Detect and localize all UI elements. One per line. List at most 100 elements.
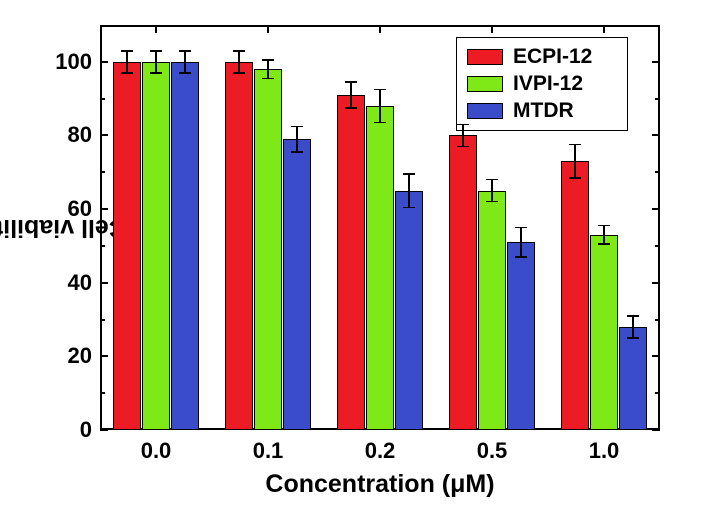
error-stem — [632, 316, 634, 338]
legend-item: MTDR — [467, 97, 617, 124]
error-cap — [262, 59, 274, 61]
y-tick — [100, 61, 108, 63]
y-minor-tick — [100, 171, 105, 173]
x-tick — [603, 25, 605, 33]
y-tick-label: 80 — [42, 122, 92, 148]
y-tick-label: 0 — [42, 417, 92, 443]
x-tick-label: 0.0 — [116, 438, 196, 464]
y-minor-tick — [100, 245, 105, 247]
error-cap — [403, 173, 415, 175]
bar — [142, 62, 170, 430]
y-tick — [652, 208, 660, 210]
y-minor-tick — [655, 171, 660, 173]
error-cap — [345, 107, 357, 109]
x-axis-title: Concentration (μM) — [100, 470, 660, 499]
chart-container: Cell viability (%) Concentration (μM) EC… — [0, 0, 702, 532]
legend-label: ECPI-12 — [513, 45, 592, 69]
bar — [507, 242, 535, 430]
error-cap — [233, 72, 245, 74]
error-cap — [569, 177, 581, 179]
error-cap — [457, 146, 469, 148]
error-stem — [350, 82, 352, 108]
x-tick-label: 0.2 — [340, 438, 420, 464]
y-tick — [652, 355, 660, 357]
error-stem — [408, 174, 410, 207]
error-stem — [238, 51, 240, 73]
error-stem — [379, 89, 381, 122]
error-cap — [345, 81, 357, 83]
x-tick — [379, 25, 381, 33]
error-cap — [233, 50, 245, 52]
error-cap — [627, 337, 639, 339]
error-cap — [569, 144, 581, 146]
error-cap — [291, 151, 303, 153]
error-stem — [603, 226, 605, 244]
error-cap — [457, 124, 469, 126]
bar — [225, 62, 253, 430]
y-tick — [100, 282, 108, 284]
y-tick-label: 20 — [42, 343, 92, 369]
y-tick — [652, 429, 660, 431]
bar — [619, 327, 647, 430]
error-stem — [184, 51, 186, 73]
error-stem — [126, 51, 128, 73]
y-minor-tick — [655, 98, 660, 100]
x-tick-label: 0.1 — [228, 438, 308, 464]
error-cap — [515, 227, 527, 229]
error-cap — [627, 315, 639, 317]
error-cap — [374, 122, 386, 124]
error-cap — [262, 78, 274, 80]
bar — [113, 62, 141, 430]
legend-item: IVPI-12 — [467, 71, 617, 98]
y-tick — [652, 134, 660, 136]
y-tick-label: 60 — [42, 196, 92, 222]
legend-swatch — [467, 76, 503, 92]
error-cap — [515, 256, 527, 258]
y-minor-tick — [655, 319, 660, 321]
bar — [590, 235, 618, 430]
y-minor-tick — [100, 98, 105, 100]
bar — [171, 62, 199, 430]
y-tick — [652, 282, 660, 284]
error-cap — [374, 89, 386, 91]
y-tick — [100, 134, 108, 136]
bar — [478, 191, 506, 430]
legend: ECPI-12 IVPI-12MTDR — [456, 37, 628, 131]
bar — [366, 106, 394, 430]
error-stem — [491, 180, 493, 202]
error-cap — [179, 50, 191, 52]
bar — [283, 139, 311, 430]
error-cap — [121, 72, 133, 74]
legend-label: IVPI-12 — [513, 72, 583, 96]
y-tick — [100, 355, 108, 357]
error-stem — [462, 124, 464, 146]
error-cap — [486, 201, 498, 203]
error-cap — [121, 50, 133, 52]
x-tick-label: 1.0 — [564, 438, 644, 464]
bar — [254, 69, 282, 430]
y-minor-tick — [655, 245, 660, 247]
y-tick-label: 40 — [42, 270, 92, 296]
y-axis-right — [658, 25, 660, 430]
legend-swatch — [467, 103, 503, 119]
error-cap — [179, 72, 191, 74]
bar — [561, 161, 589, 430]
error-stem — [296, 126, 298, 152]
x-tick — [491, 25, 493, 33]
y-tick-label: 100 — [42, 49, 92, 75]
x-tick — [155, 25, 157, 33]
error-stem — [267, 60, 269, 78]
y-minor-tick — [655, 392, 660, 394]
legend-swatch — [467, 49, 503, 65]
error-cap — [291, 126, 303, 128]
error-cap — [598, 243, 610, 245]
y-tick — [100, 208, 108, 210]
bar — [395, 191, 423, 430]
y-axis-left — [100, 25, 102, 430]
x-tick — [267, 25, 269, 33]
bar — [337, 95, 365, 430]
error-cap — [403, 207, 415, 209]
error-stem — [520, 228, 522, 257]
error-stem — [155, 51, 157, 73]
y-tick — [100, 429, 108, 431]
